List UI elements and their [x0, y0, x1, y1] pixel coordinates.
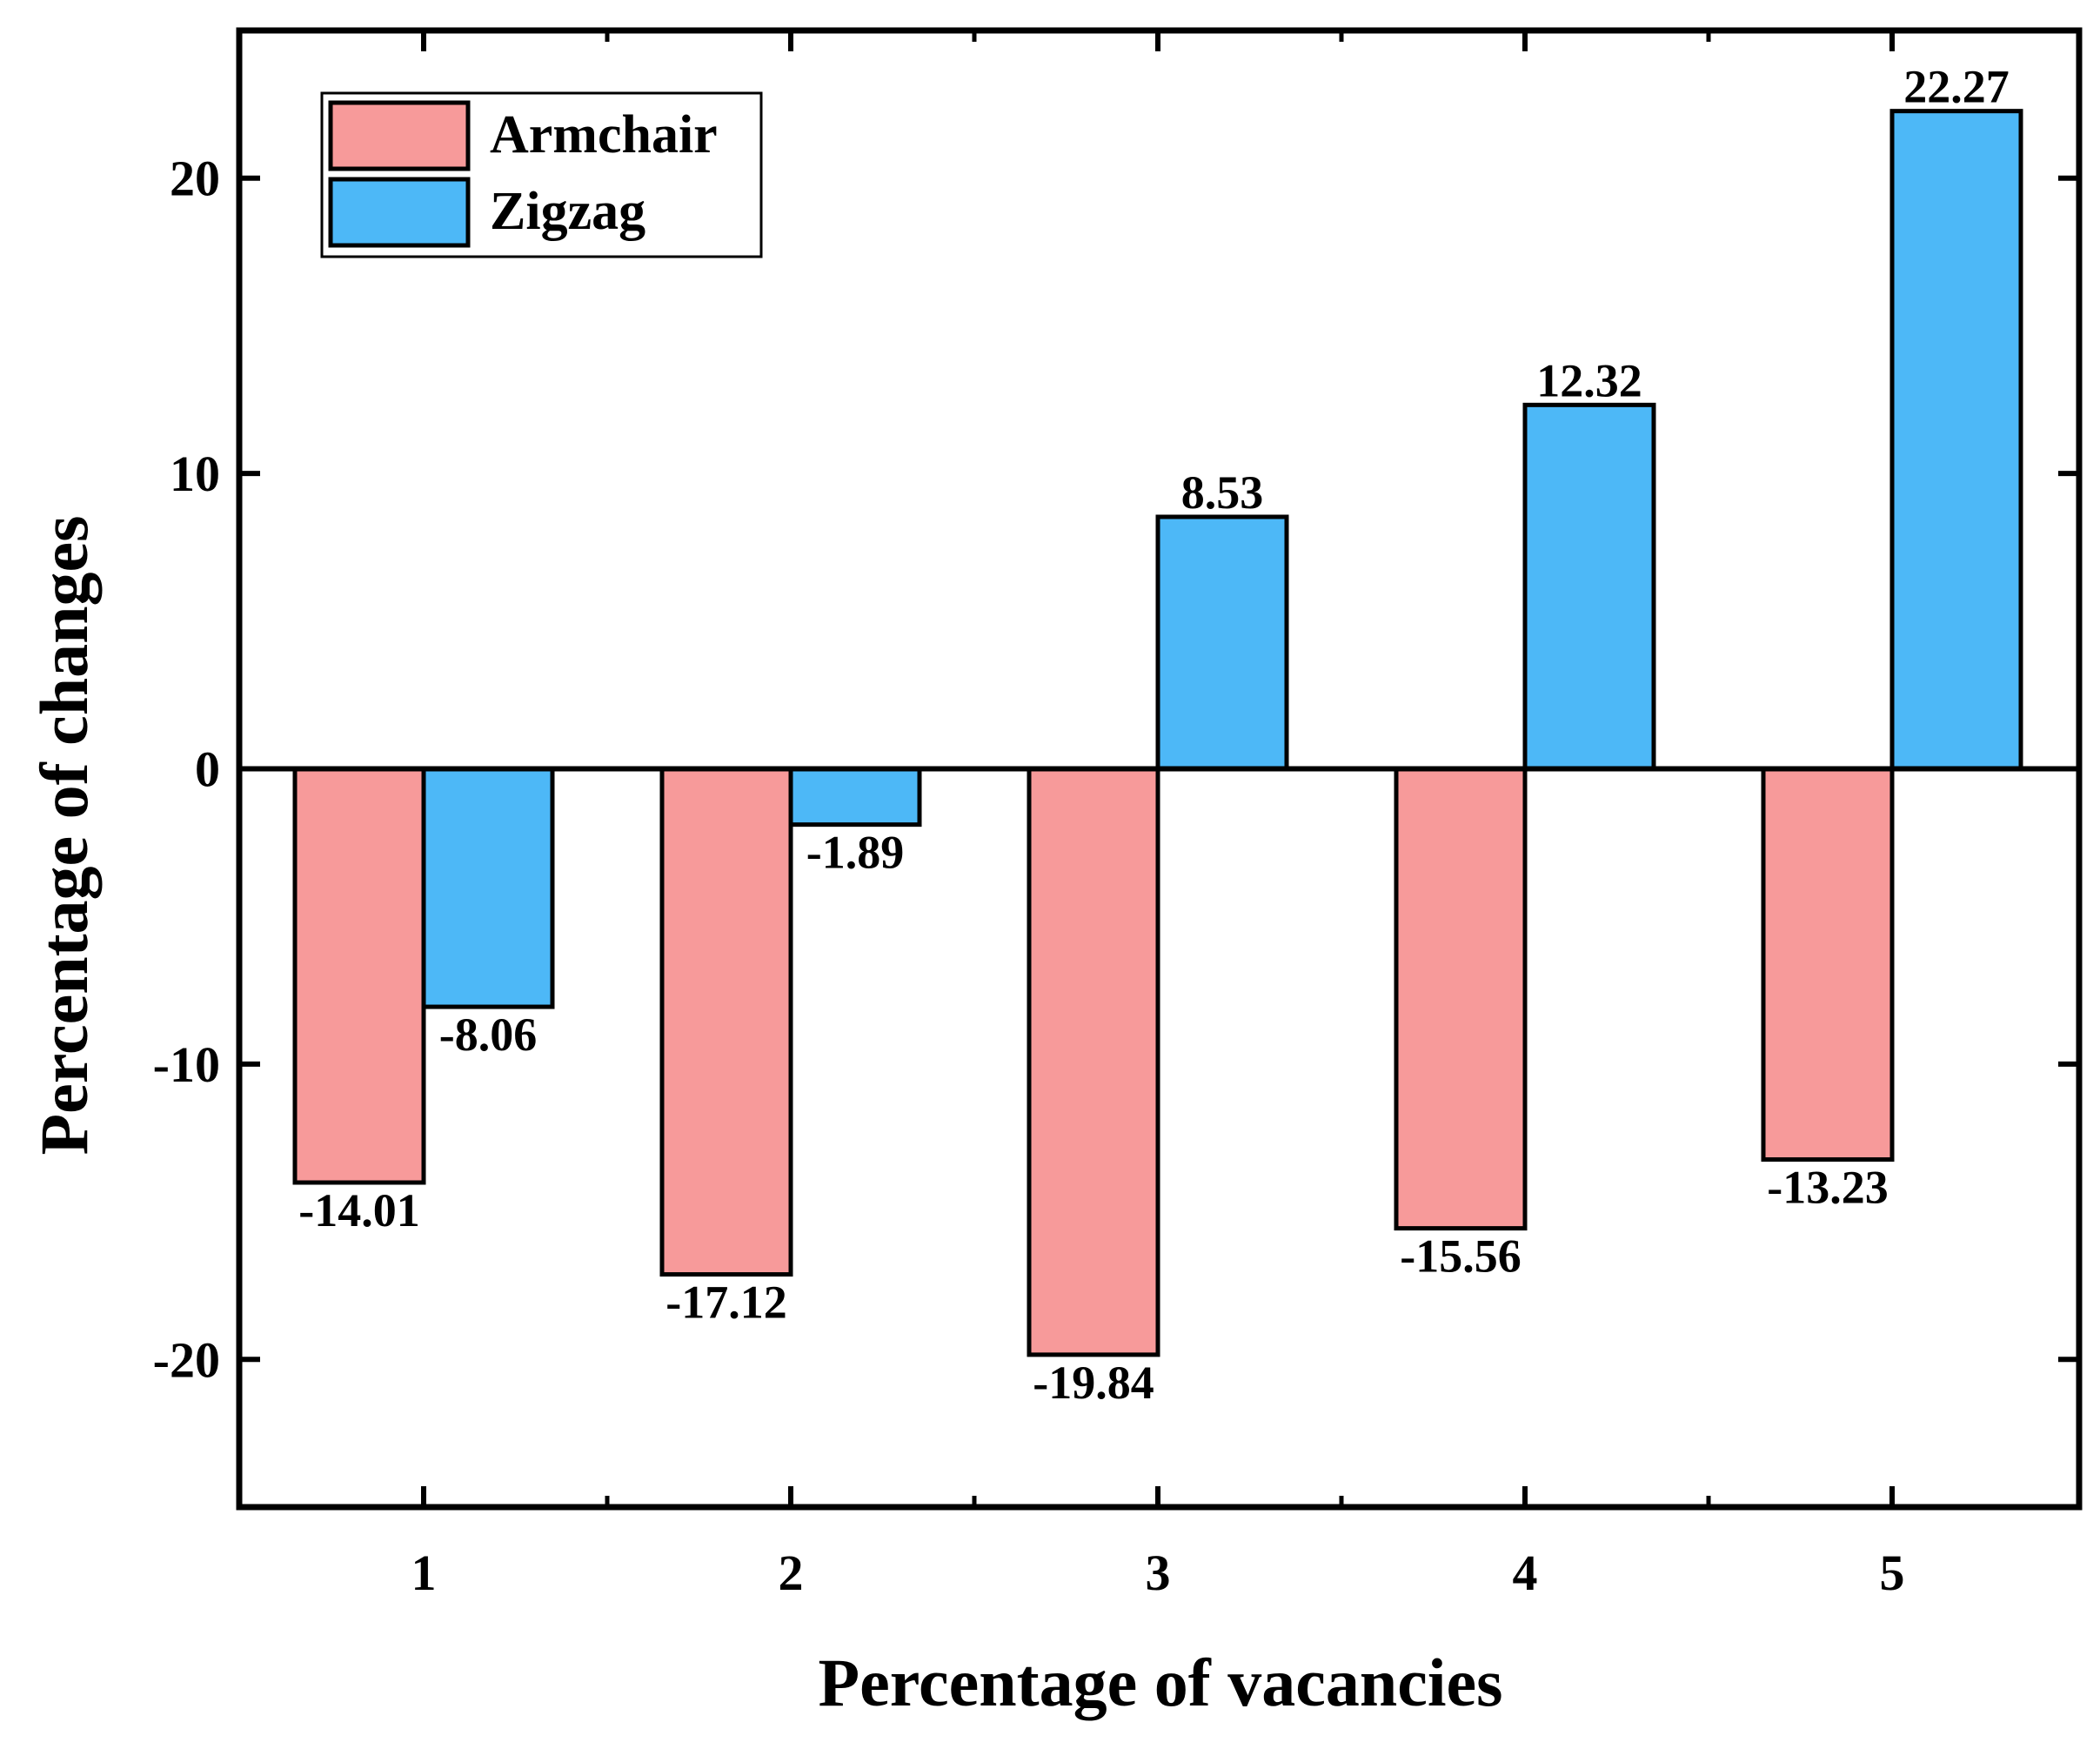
bar-armchair-5	[1761, 767, 1895, 1163]
data-labels-layer: -14.01 -17.12 -19.84 -15.56 -13.23 -8.06 -1.89…	[298, 61, 2009, 1409]
bar-zigzag-5	[1889, 109, 2023, 772]
bars-layer	[292, 109, 2023, 1357]
bar-armchair-3	[1027, 767, 1160, 1357]
legend-swatch-armchair	[328, 100, 471, 171]
y-tick-label: 10	[170, 446, 220, 502]
legend-label-armchair: Armchair	[490, 105, 718, 164]
x-tick-label-3: 3	[1146, 1545, 1171, 1601]
bar-armchair-4	[1394, 767, 1528, 1231]
y-tick-label: -10	[153, 1036, 220, 1093]
data-label-armchair-5: -13.23	[1767, 1162, 1888, 1214]
data-label-zigzag-1: -8.06	[439, 1009, 537, 1061]
x-tick-label-1: 1	[411, 1545, 437, 1601]
data-label-armchair-4: -15.56	[1400, 1230, 1521, 1283]
bar-zigzag-4	[1522, 402, 1656, 771]
bar-zigzag-2	[788, 767, 922, 828]
legend-label-zigzag: Zigzag	[490, 182, 645, 241]
data-label-armchair-3: -19.84	[1033, 1357, 1154, 1409]
bar-zigzag-3	[1155, 514, 1289, 772]
data-label-armchair-2: -17.12	[665, 1277, 786, 1329]
data-label-zigzag-4: 12.32	[1536, 354, 1642, 406]
y-tick-label: 0	[195, 741, 220, 798]
x-axis-title: Percentage of vacancies	[819, 1645, 1503, 1720]
y-tick-label: 20	[170, 151, 220, 207]
x-tick-label-4: 4	[1513, 1545, 1538, 1601]
data-label-zigzag-5: 22.27	[1903, 61, 2010, 113]
legend-swatch-zigzag	[328, 177, 471, 248]
x-tick-label-5: 5	[1880, 1545, 1905, 1601]
y-tick-label: -20	[153, 1331, 220, 1388]
bar-armchair-2	[659, 767, 793, 1277]
axes-layer: -20 -10 0 10 20 1 2 3 4 5	[153, 27, 2083, 1601]
x-tick-label-2: 2	[779, 1545, 804, 1601]
data-label-armchair-1: -14.01	[298, 1184, 419, 1236]
data-label-zigzag-3: 8.53	[1181, 466, 1264, 519]
legend: Armchair Zigzag	[320, 91, 763, 258]
bar-zigzag-1	[421, 767, 555, 1009]
y-axis-title: Percentage of changes	[26, 515, 102, 1155]
data-label-zigzag-2: -1.89	[806, 827, 904, 879]
bar-armchair-1	[292, 767, 426, 1185]
